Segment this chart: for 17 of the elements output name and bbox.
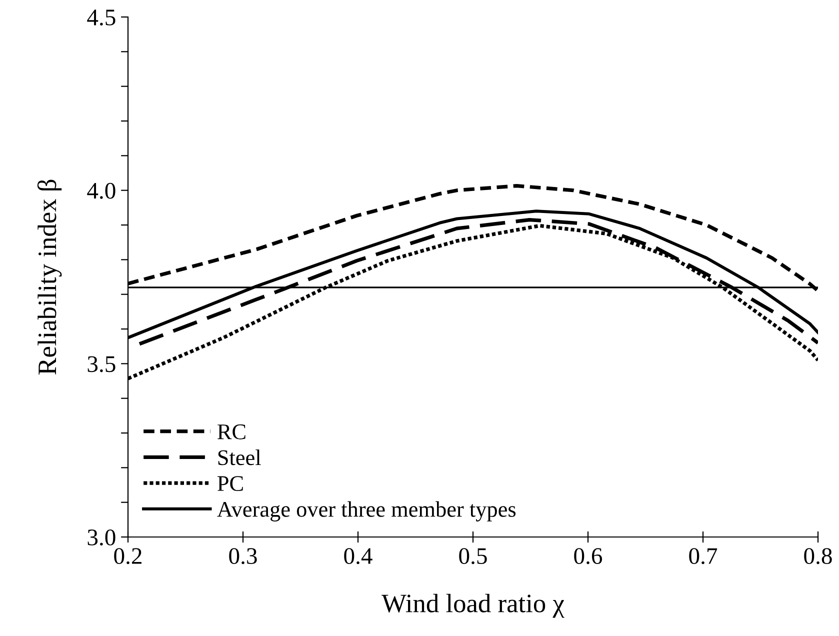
x-tick-label: 0.7 [689,548,718,564]
y-tick-label: 3.5 [88,356,116,372]
y-tick-label: 4.0 [87,182,116,199]
y-tick-label: 3.0 [88,529,116,546]
legend-label: RC [218,424,246,440]
x-tick-label: 0.8 [804,548,832,564]
legend-label: Steel [218,450,261,466]
legend-label: Average over three member types [217,501,516,522]
x-tick-label: 0.5 [459,548,487,564]
x-tick-label: 0.6 [574,548,602,564]
x-tick-label: 0.4 [344,548,372,564]
y-tick-label: 4.5 [87,10,116,26]
y-axis-title: Reliability index β [37,180,62,375]
x-tick-label: 0.3 [229,548,257,564]
x-axis-title: Wind load ratio χ [382,594,564,618]
x-tick-label: 0.2 [114,548,142,564]
legend-label: PC [218,476,243,492]
